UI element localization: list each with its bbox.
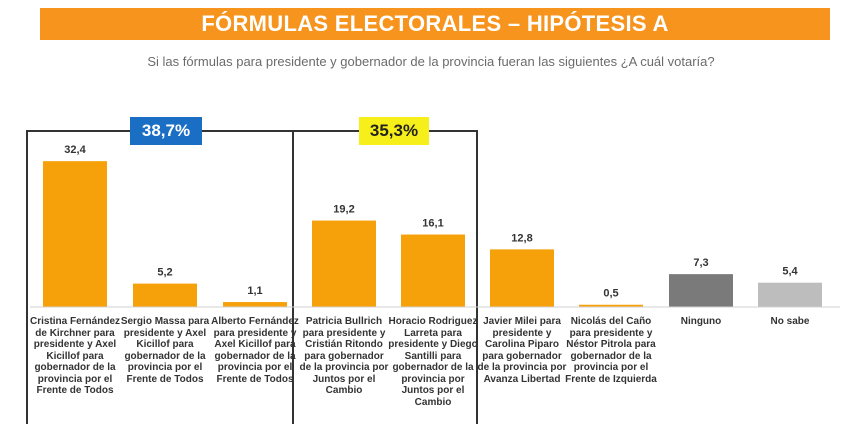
- data-label-4: 16,1: [422, 218, 443, 230]
- bar-5: [490, 249, 554, 307]
- bar-6: [579, 304, 643, 307]
- data-label-1: 5,2: [157, 267, 172, 279]
- category-label-0: Cristina Fernández de Kirchner para pres…: [29, 316, 121, 396]
- category-label-8: No sabe: [770, 316, 810, 327]
- bar-1: [133, 283, 197, 307]
- bar-7: [669, 274, 733, 307]
- category-label-7: Ninguno: [680, 316, 722, 327]
- category-label-1: Sergio Massa para presidente y Axel Kici…: [120, 316, 210, 385]
- chart-title: FÓRMULAS ELECTORALES – HIPÓTESIS A: [201, 11, 669, 36]
- group-total-badge-frente-de-todos: 38,7%: [130, 117, 202, 145]
- data-label-5: 12,8: [511, 232, 532, 244]
- category-label-2: Alberto Fernández para presidente y Axel…: [211, 316, 299, 385]
- data-label-2: 1,1: [247, 285, 262, 297]
- bar-3: [312, 220, 376, 307]
- bar-0: [43, 161, 107, 307]
- data-label-6: 0,5: [603, 288, 618, 300]
- bar-2: [223, 302, 287, 307]
- bar-4: [401, 234, 465, 307]
- category-label-4: Horacio Rodriguez Larreta para president…: [388, 316, 478, 408]
- category-label-6: Nicolás del Caño para presidente y Nésto…: [565, 316, 657, 385]
- data-label-0: 32,4: [64, 144, 86, 156]
- data-label-8: 5,4: [782, 266, 798, 278]
- bar-8: [758, 282, 822, 307]
- chart-subtitle: Si las fórmulas para presidente y gobern…: [147, 54, 715, 69]
- data-label-7: 7,3: [693, 257, 708, 269]
- group-total-badge-juntos-por-el-cambio: 35,3%: [359, 117, 429, 145]
- category-label-5: Javier Milei para presidente y Carolina …: [477, 316, 567, 385]
- category-label-3: Patricia Bullrich para presidente y Cris…: [299, 316, 389, 396]
- title-banner: FÓRMULAS ELECTORALES – HIPÓTESIS A: [40, 8, 830, 40]
- data-label-3: 19,2: [333, 204, 354, 216]
